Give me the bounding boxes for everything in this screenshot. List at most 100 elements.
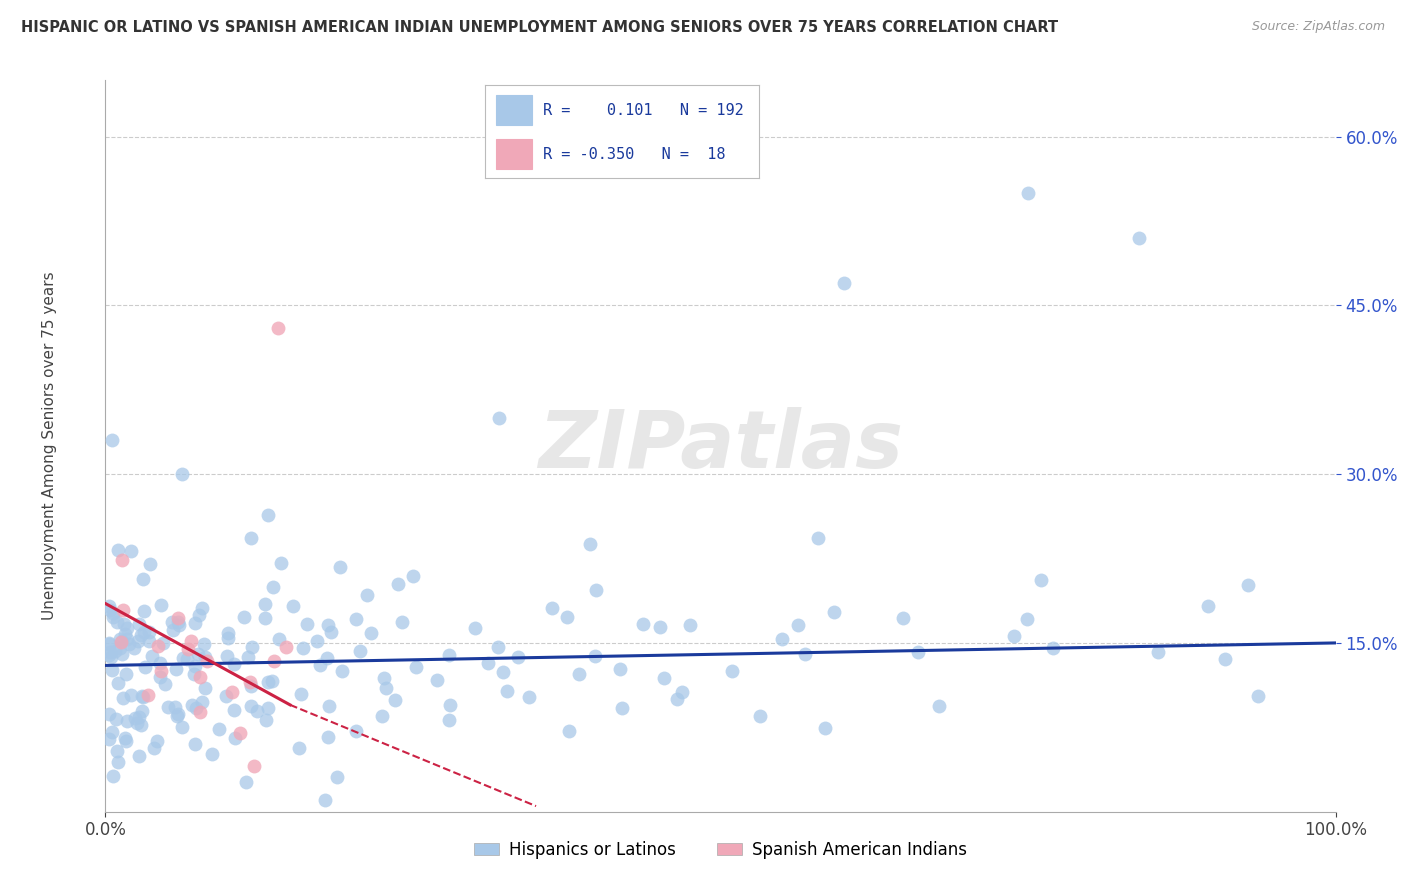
Point: [110, 632, 132, 646]
Point: [267, 321, 290, 335]
Point: [131, 689, 153, 703]
Point: [1198, 599, 1220, 614]
Point: [166, 708, 188, 723]
Point: [105, 615, 128, 629]
Point: [257, 508, 280, 522]
Point: [541, 601, 564, 615]
Point: [217, 631, 239, 645]
Point: [439, 698, 461, 712]
Point: [114, 667, 136, 681]
Point: [555, 610, 578, 624]
Point: [891, 611, 914, 625]
Point: [208, 723, 231, 737]
Point: [256, 675, 278, 690]
Point: [184, 659, 207, 673]
Point: [1247, 689, 1270, 703]
Point: [155, 677, 177, 691]
Point: [671, 685, 693, 699]
Point: [326, 770, 349, 784]
Point: [519, 690, 541, 704]
Point: [316, 730, 339, 744]
Point: [136, 689, 159, 703]
Point: [928, 699, 950, 714]
Point: [257, 701, 280, 715]
Legend: Hispanics or Latinos, Spanish American Indians: Hispanics or Latinos, Spanish American I…: [467, 834, 974, 865]
Point: [157, 699, 180, 714]
Point: [125, 716, 148, 731]
Point: [426, 673, 449, 687]
Point: [112, 617, 135, 632]
Point: [190, 601, 212, 615]
Point: [98, 635, 121, 649]
Point: [665, 691, 688, 706]
Point: [1042, 641, 1064, 656]
Point: [111, 603, 134, 617]
Point: [329, 560, 352, 574]
Point: [107, 543, 129, 558]
Point: [439, 713, 461, 727]
Point: [488, 410, 510, 425]
Point: [177, 642, 200, 657]
Point: [165, 699, 187, 714]
Point: [176, 652, 198, 666]
Point: [477, 656, 499, 670]
Point: [194, 681, 217, 695]
Point: [120, 544, 142, 558]
Point: [370, 708, 392, 723]
Point: [263, 654, 285, 668]
Point: [167, 618, 190, 632]
Point: [823, 605, 845, 619]
Point: [107, 755, 129, 769]
Point: [283, 599, 305, 613]
Point: [405, 659, 427, 673]
Point: [583, 648, 606, 663]
Point: [270, 556, 292, 570]
Point: [114, 626, 136, 640]
Point: [149, 669, 172, 683]
Point: [134, 604, 156, 618]
Point: [221, 685, 243, 699]
Point: [578, 537, 600, 551]
Point: [344, 723, 367, 738]
Point: [679, 618, 702, 632]
Point: [609, 662, 631, 676]
Point: [195, 655, 218, 669]
Point: [187, 608, 209, 623]
Point: [98, 731, 121, 746]
Point: [349, 643, 371, 657]
Point: [101, 663, 124, 677]
Point: [128, 617, 150, 632]
Point: [98, 603, 121, 617]
Point: [217, 626, 239, 640]
Point: [262, 580, 284, 594]
Point: [254, 713, 277, 727]
Point: [794, 648, 817, 662]
Point: [318, 698, 340, 713]
Point: [239, 531, 262, 545]
Point: [162, 623, 184, 637]
Point: [188, 706, 211, 720]
Point: [191, 696, 214, 710]
Point: [387, 577, 409, 591]
Point: [183, 615, 205, 630]
Bar: [496, 95, 531, 125]
Point: [149, 656, 172, 670]
Point: [215, 689, 238, 703]
Point: [138, 634, 160, 648]
Point: [807, 531, 830, 545]
Point: [269, 632, 291, 646]
Point: [98, 648, 121, 662]
Point: [1237, 578, 1260, 592]
Point: [384, 692, 406, 706]
Point: [181, 698, 204, 712]
Point: [194, 650, 217, 665]
Point: [131, 704, 153, 718]
Point: [150, 598, 173, 612]
Point: [146, 734, 169, 748]
Point: [235, 775, 257, 789]
Point: [134, 625, 156, 640]
Point: [105, 744, 128, 758]
Point: [98, 707, 121, 722]
Point: [139, 557, 162, 571]
Point: [167, 611, 190, 625]
